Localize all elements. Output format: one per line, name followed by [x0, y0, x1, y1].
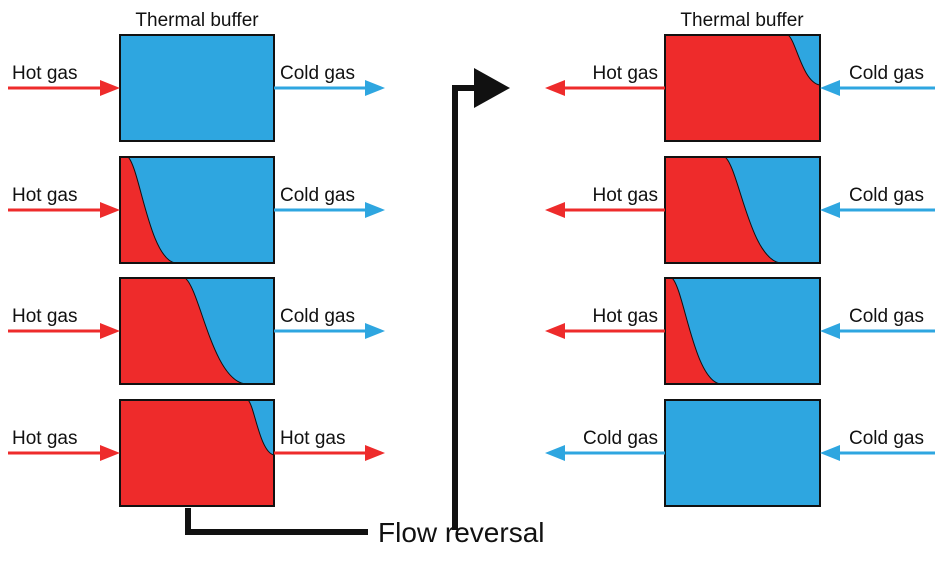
gas-label: Cold gas — [849, 306, 924, 327]
arrowhead — [100, 202, 120, 218]
arrowhead — [545, 80, 565, 96]
arrowhead — [100, 445, 120, 461]
reversal-arrowhead — [474, 68, 510, 108]
reversal-line — [452, 85, 478, 530]
arrowhead — [545, 323, 565, 339]
gas-label: Hot gas — [12, 428, 77, 449]
arrowhead — [545, 202, 565, 218]
reversal-line — [185, 508, 368, 535]
arrowhead — [820, 445, 840, 461]
gas-label: Cold gas — [849, 185, 924, 206]
gas-label: Cold gas — [849, 63, 924, 84]
arrowhead — [820, 80, 840, 96]
gas-label: Cold gas — [280, 306, 355, 327]
gas-label: Hot gas — [12, 306, 77, 327]
gas-label: Hot gas — [12, 63, 77, 84]
gas-label: Cold gas — [280, 63, 355, 84]
panel-title: Thermal buffer — [135, 10, 259, 31]
hot-region — [119, 399, 275, 507]
arrowhead — [820, 323, 840, 339]
gas-label: Cold gas — [849, 428, 924, 449]
arrowhead — [545, 445, 565, 461]
annotation: Flow reversal — [378, 517, 544, 548]
arrowhead — [100, 323, 120, 339]
arrowhead — [365, 202, 385, 218]
arrowhead — [100, 80, 120, 96]
buffer-fill — [120, 35, 274, 141]
gas-label: Hot gas — [593, 185, 658, 206]
arrowhead — [365, 445, 385, 461]
arrowhead — [820, 202, 840, 218]
buffer-fill — [665, 400, 820, 506]
panel-title: Thermal buffer — [680, 10, 804, 31]
gas-label: Cold gas — [280, 185, 355, 206]
arrowhead — [365, 80, 385, 96]
gas-label: Hot gas — [12, 185, 77, 206]
gas-label: Hot gas — [280, 428, 345, 449]
gas-label: Hot gas — [593, 63, 658, 84]
gas-label: Hot gas — [593, 306, 658, 327]
hot-region — [664, 34, 821, 142]
arrowhead — [365, 323, 385, 339]
gas-label: Cold gas — [583, 428, 658, 449]
